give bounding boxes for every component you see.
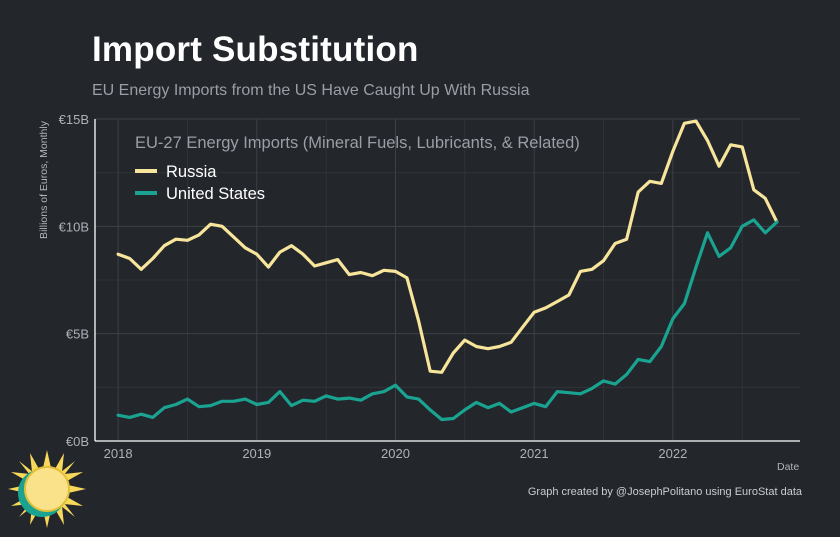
legend: EU-27 Energy Imports (Mineral Fuels, Lub… — [135, 134, 580, 203]
series-line-russia — [116, 119, 779, 374]
x-tick-label: 2018 — [104, 446, 133, 461]
legend-title: EU-27 Energy Imports (Mineral Fuels, Lub… — [135, 134, 580, 152]
y-axis-title: Billions of Euros, Monthly — [38, 120, 50, 239]
x-tick-label: 2022 — [658, 446, 687, 461]
x-tick-label: 2019 — [242, 446, 271, 461]
y-tick-label: €5B — [66, 327, 89, 342]
sun-logo-icon — [8, 450, 86, 528]
axes — [94, 119, 800, 442]
y-tick-label: €10B — [59, 219, 89, 234]
x-axis-title: Date — [777, 461, 800, 473]
x-tick-label: 2021 — [520, 446, 549, 461]
source-caption: Graph created by @JosephPolitano using E… — [527, 486, 802, 498]
y-tick-label: €15B — [59, 112, 89, 127]
chart-subtitle: EU Energy Imports from the US Have Caugh… — [92, 82, 530, 99]
legend-label-united-states: United States — [166, 185, 265, 203]
x-tick-labels: 2018 2019 2020 2021 2022 — [104, 446, 688, 461]
series-lines — [116, 119, 779, 422]
y-tick-label: €0B — [66, 434, 89, 449]
series-line-united-states — [116, 218, 779, 422]
x-tick-label: 2020 — [381, 446, 410, 461]
grid-lines — [95, 118, 800, 441]
chart-title: Import Substitution — [92, 30, 419, 69]
y-tick-labels: €0B €5B €10B €15B — [59, 112, 89, 449]
legend-label-russia: Russia — [166, 163, 217, 181]
